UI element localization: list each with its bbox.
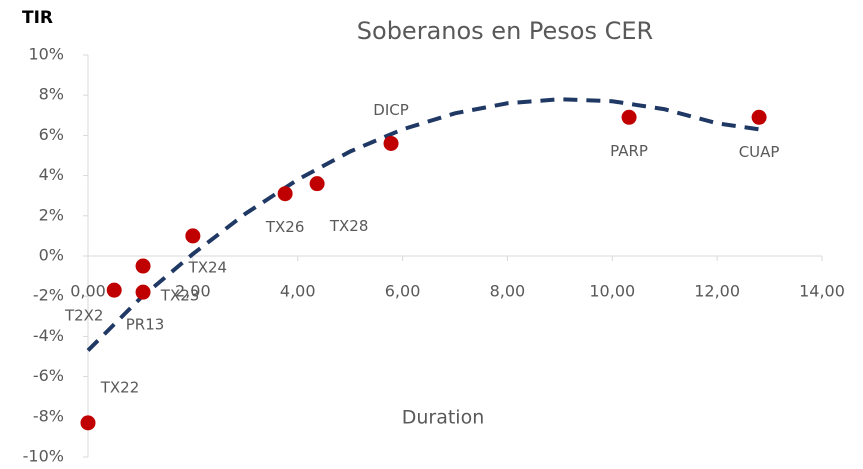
point [135,258,151,274]
point-label: PR13 [126,316,165,334]
x-axis-label: Duration [402,407,485,429]
y-tick-label: -6% [33,366,64,385]
point-label: TX26 [265,218,305,236]
point-label: DICP [373,101,409,119]
x-tick-label: 12,00 [694,282,740,301]
y-tick-label: -4% [33,326,64,345]
x-tick-label: 14,00 [799,282,845,301]
point [277,186,293,202]
y-tick-label: 8% [39,85,64,104]
point-label: CUAP [739,143,780,161]
point-label: TX28 [329,217,369,235]
point-label: T2X2 [64,307,104,325]
point-label: TX24 [188,258,228,276]
x-tick-label: 10,00 [589,282,635,301]
y-tick-label: 10% [28,45,64,64]
x-tick-label: 6,00 [385,282,421,301]
y-tick-label: 4% [39,165,64,184]
point [383,135,399,151]
y-tick-label: 6% [39,125,64,144]
point-label: PARP [610,142,648,160]
x-tick-label: 0,00 [70,282,106,301]
y-axis-label: TIR [22,8,53,28]
y-tick-label: -10% [23,447,64,466]
x-tick-label: 2,00 [175,282,211,301]
point [751,109,767,125]
point [80,415,96,431]
x-tick-label: 8,00 [490,282,526,301]
point [185,228,201,244]
point-label: TX23 [160,287,200,305]
trend-line [86,97,760,352]
y-tick-label: 0% [39,246,64,265]
y-tick-label: 2% [39,205,64,224]
point [621,109,637,125]
point [106,282,122,298]
y-tick-label: -8% [33,406,64,425]
y-tick-label: -2% [33,286,64,305]
point [135,284,151,300]
point-label: TX22 [100,378,140,396]
point [309,176,325,192]
chart-title: Soberanos en Pesos CER [357,17,653,45]
x-tick-label: 4,00 [280,282,316,301]
